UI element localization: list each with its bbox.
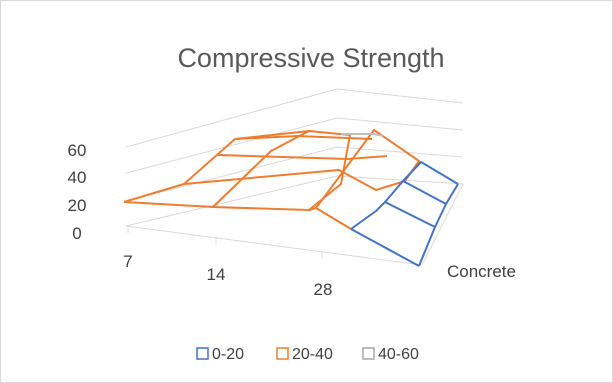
orange-contour-row4 bbox=[234, 135, 373, 140]
x-tick-label: 14 bbox=[207, 265, 226, 284]
floor-axes bbox=[125, 183, 464, 266]
chart-title: Compressive Strength bbox=[177, 43, 444, 73]
orange-contour-row2 bbox=[183, 169, 406, 191]
gray-contour-top bbox=[341, 133, 384, 137]
z-axis-labels: 60 40 20 0 bbox=[68, 141, 87, 243]
orange-mid-edge-2 bbox=[308, 134, 351, 211]
legend-item-20-40: 20-40 bbox=[276, 346, 333, 363]
orange-left-edge bbox=[123, 130, 351, 203]
legend-label: 0-20 bbox=[212, 346, 244, 363]
series-axis-label: Concrete bbox=[447, 262, 516, 281]
x-tick-label: 7 bbox=[123, 252, 132, 271]
legend-item-0-20: 0-20 bbox=[196, 346, 244, 363]
floor-right-axis bbox=[421, 183, 464, 266]
z-tick-label: 20 bbox=[68, 196, 87, 215]
x-tick-label: 28 bbox=[314, 280, 333, 299]
z-tick-label: 40 bbox=[68, 168, 87, 187]
surface-blue-band bbox=[350, 161, 459, 267]
legend-label: 40-60 bbox=[378, 346, 419, 363]
legend: 0-20 20-40 40-60 bbox=[196, 346, 419, 363]
blue-right-edge bbox=[418, 183, 459, 267]
blue-contour-1 bbox=[350, 201, 436, 230]
gridline-40 bbox=[125, 117, 464, 174]
z-tick-label: 60 bbox=[68, 141, 87, 160]
z-tick-label: 0 bbox=[72, 224, 81, 243]
blue-contour-3 bbox=[402, 161, 459, 185]
legend-swatch bbox=[276, 347, 289, 360]
orange-contour-row3 bbox=[217, 154, 388, 160]
gridline-60 bbox=[125, 88, 464, 148]
floor-front-axis bbox=[125, 225, 423, 266]
gridline-0 bbox=[125, 175, 464, 227]
legend-label: 20-40 bbox=[292, 346, 333, 363]
blue-front-edge bbox=[350, 228, 420, 267]
surface-gray-band bbox=[341, 133, 384, 137]
surface-orange-band bbox=[123, 129, 420, 230]
legend-swatch bbox=[196, 347, 209, 360]
orange-mid-edge-1 bbox=[212, 130, 310, 208]
legend-item-40-60: 40-60 bbox=[362, 346, 419, 363]
orange-right-edge bbox=[315, 129, 420, 209]
legend-swatch bbox=[362, 347, 375, 360]
x-axis-labels: 7 14 28 bbox=[123, 252, 332, 299]
